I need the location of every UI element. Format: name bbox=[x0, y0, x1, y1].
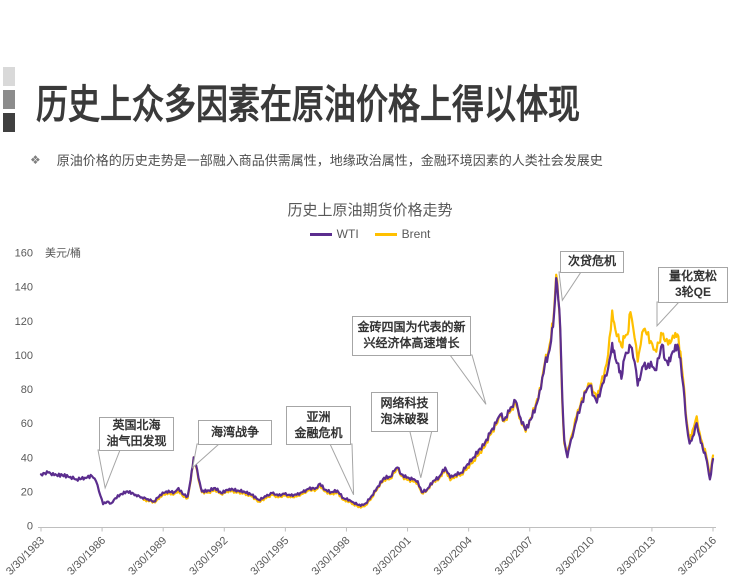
y-axis-label: 80 bbox=[21, 384, 33, 396]
x-axis-label: 3/30/1998 bbox=[309, 535, 352, 578]
annotation-tail-uk-north-sea bbox=[97, 449, 121, 490]
chart-title: 历史上原油期货价格走势 bbox=[287, 202, 453, 219]
annotation-brics-growth: 金砖四国为代表的新 兴经济体高速增长 bbox=[352, 316, 471, 356]
legend-label-brent: Brent bbox=[401, 227, 431, 241]
x-axis-label: 3/30/2013 bbox=[615, 535, 658, 578]
x-axis-label: 3/30/2001 bbox=[371, 535, 414, 578]
x-axis-label: 3/30/1986 bbox=[65, 535, 108, 578]
legend-item-brent: Brent bbox=[374, 227, 431, 241]
legend-label-wti: WTI bbox=[336, 227, 359, 241]
chart-legend: WTI Brent bbox=[0, 227, 740, 241]
accent-square-dark bbox=[3, 113, 15, 132]
y-axis-label: 140 bbox=[15, 282, 33, 294]
y-axis-label: 160 bbox=[15, 248, 33, 260]
x-axis-label: 3/30/2004 bbox=[432, 535, 475, 578]
annotation-dotcom-bubble: 网络科技 泡沫破裂 bbox=[371, 392, 438, 432]
x-axis-label: 3/30/1983 bbox=[4, 535, 47, 578]
accent-square-medium bbox=[3, 90, 15, 109]
annotation-tail-brics-growth bbox=[449, 354, 487, 405]
annotation-tail-asian-financial-crisis bbox=[329, 443, 355, 495]
x-axis-label: 3/30/2016 bbox=[676, 535, 719, 578]
y-axis-label: 100 bbox=[15, 350, 33, 362]
series-line-wti bbox=[39, 277, 715, 507]
bullet-row: ❖ 原油价格的历史走势是一部融入商品供需属性，地缘政治属性，金融环境因素的人类社… bbox=[30, 152, 690, 169]
annotation-asian-financial-crisis: 亚洲 金融危机 bbox=[286, 406, 351, 445]
annotation-qe-rounds: 量化宽松 3轮QE bbox=[658, 267, 728, 303]
x-axis-label: 3/30/2010 bbox=[554, 535, 597, 578]
wti-line-swatch bbox=[309, 232, 332, 236]
annotation-tail-dotcom-bubble bbox=[409, 430, 433, 478]
legend-item-wti: WTI bbox=[309, 227, 359, 241]
y-axis-unit-label: 美元/桶 bbox=[45, 246, 81, 260]
y-axis-label: 20 bbox=[21, 486, 33, 498]
page-title: 历史上众多因素在原油价格上得以体现 bbox=[36, 83, 580, 127]
annotation-tail-subprime-crisis bbox=[558, 271, 582, 302]
x-axis-label: 3/30/1992 bbox=[187, 535, 230, 578]
bullet-text: 原油价格的历史走势是一部融入商品供需属性，地缘政治属性，金融环境因素的人类社会发… bbox=[56, 153, 603, 168]
y-axis-label: 40 bbox=[21, 452, 33, 464]
accent-square-light bbox=[3, 67, 15, 86]
y-axis-label: 120 bbox=[15, 316, 33, 328]
y-axis-label: 0 bbox=[27, 521, 33, 533]
annotation-tail-gulf-war bbox=[191, 443, 221, 469]
annotation-uk-north-sea: 英国北海 油气田发现 bbox=[99, 417, 174, 451]
x-axis-label: 3/30/2007 bbox=[493, 535, 536, 578]
y-axis-label: 60 bbox=[21, 418, 33, 430]
diamond-bullet-icon: ❖ bbox=[30, 153, 41, 167]
annotation-gulf-war: 海湾战争 bbox=[198, 420, 272, 445]
brent-line-swatch bbox=[374, 232, 397, 236]
annotation-subprime-crisis: 次贷危机 bbox=[560, 251, 624, 273]
x-axis-label: 3/30/1995 bbox=[248, 535, 291, 578]
x-axis-label: 3/30/1989 bbox=[126, 535, 169, 578]
annotation-tail-qe-rounds bbox=[656, 301, 681, 328]
